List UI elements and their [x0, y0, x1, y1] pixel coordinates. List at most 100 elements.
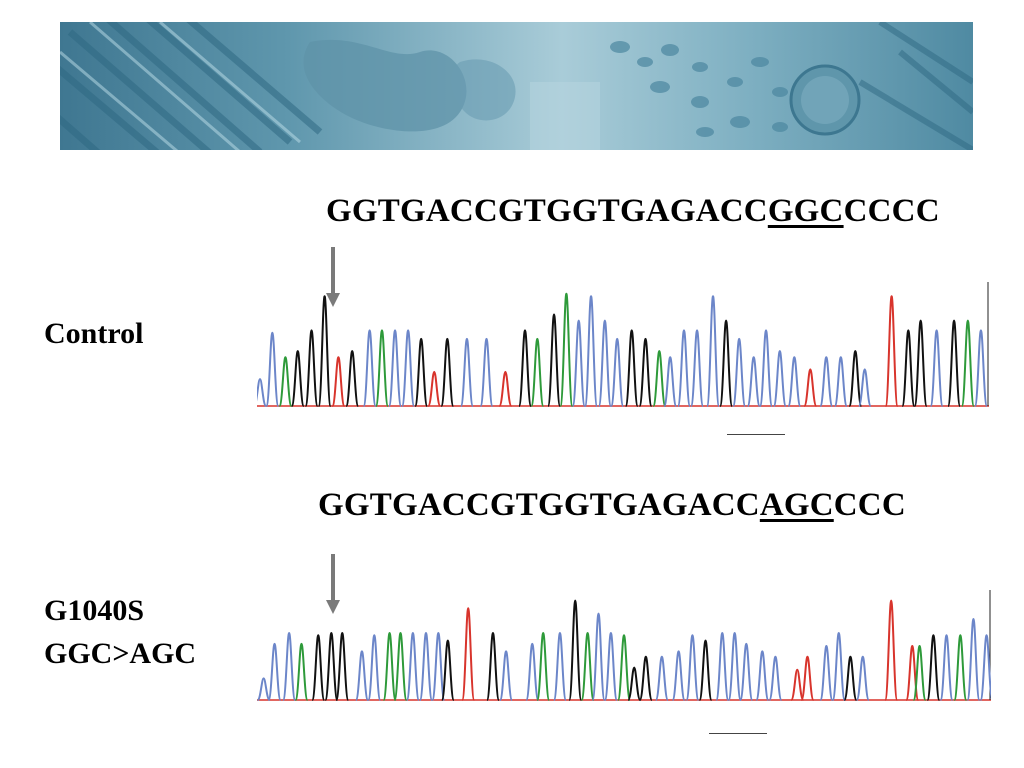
chromatogram-peak [768, 655, 783, 701]
chromatogram-peak [912, 644, 927, 701]
chromatogram-peak [819, 644, 834, 701]
chromatogram-peak [591, 612, 606, 701]
chromatogram-peak [552, 632, 567, 701]
chromatogram-peak [739, 642, 754, 701]
chromatogram-peak [719, 319, 734, 407]
chromatogram-peak [440, 337, 455, 407]
mutant-chromatogram [257, 590, 991, 701]
chromatogram-peak [926, 634, 941, 701]
chromatogram-peak [617, 634, 631, 701]
control-sequence-prefix: GGTGACCGTGGTGAGACC [326, 193, 768, 229]
mutant-sequence: GGTGACCGTGGTGAGACCAGCCCC [318, 487, 906, 524]
control-sequence-suffix: CCCC [843, 193, 940, 229]
chromatogram-peak [913, 319, 928, 407]
chromatogram-peak [584, 295, 599, 407]
chromatogram-peak [479, 337, 494, 407]
chromatogram-peak [393, 632, 408, 701]
control-chromatogram [257, 282, 989, 407]
chromatogram-peak [884, 295, 899, 407]
chromatogram-peak [960, 319, 975, 407]
chromatogram-peak [603, 632, 618, 701]
chromatogram-peak [278, 356, 293, 407]
mutant-sequence-prefix: GGTGACCGTGGTGAGACC [318, 487, 760, 523]
chromatogram-peak [414, 337, 429, 407]
chromatogram-peak [610, 337, 625, 407]
chromatogram-peak [966, 617, 981, 701]
mutation-label: G1040S [44, 594, 145, 627]
codon-marker-line [709, 733, 767, 734]
chromatogram-peak [676, 329, 691, 407]
chromatogram-peak [290, 350, 305, 407]
chromatogram-peak [939, 634, 954, 701]
chromatogram-peak [440, 639, 455, 701]
chromatogram-peak [624, 329, 639, 407]
codon-change-label: GGC>AGC [44, 637, 197, 670]
chromatogram-peak [304, 329, 319, 407]
chromatogram-peak [671, 650, 686, 701]
chromatogram-peak [787, 356, 802, 407]
chromatogram-peak [727, 632, 742, 701]
chromatogram-peak [755, 650, 770, 701]
chromatogram-peak [257, 378, 267, 407]
chromatogram-peak [663, 356, 678, 407]
chromatogram-peak [638, 655, 653, 701]
chromatogram-peak [953, 634, 968, 701]
chromatogram-peak [362, 329, 377, 407]
chromatogram-peak [746, 356, 761, 407]
chromatogram-peak [973, 329, 988, 407]
chromatogram-peak [418, 632, 433, 701]
chromatogram-peak [282, 632, 297, 701]
microscopy-banner-image [60, 22, 973, 150]
chromatogram-peak [525, 642, 540, 701]
chromatogram-peak [324, 632, 339, 701]
chromatogram-peak [267, 642, 282, 701]
chromatogram-peak [979, 634, 991, 701]
chromatogram-peak [294, 642, 309, 701]
chromatogram-peak [803, 368, 818, 407]
chromatogram-peak [431, 632, 446, 701]
chromatogram-peak [331, 356, 346, 407]
chromatogram-peak [568, 599, 583, 701]
chromatogram-peak [311, 634, 326, 701]
chromatogram-peak [638, 337, 653, 407]
control-codon: GGC [767, 193, 844, 229]
chromatogram-peak [427, 370, 442, 407]
chromatogram-peak [706, 295, 721, 407]
chromatogram-peak [405, 632, 420, 701]
chromatogram-peak [715, 632, 730, 701]
chromatogram-peak [759, 329, 774, 407]
chromatogram-peak [800, 655, 815, 701]
chromatogram-peak [833, 356, 848, 407]
chromatogram-peak [843, 655, 858, 701]
chromatogram-peak [884, 599, 899, 701]
chromatogram-peak [559, 292, 574, 407]
chromatogram-peak [499, 650, 514, 701]
chromatogram-peak [461, 607, 476, 701]
mutant-codon: AGC [759, 487, 834, 523]
chromatogram-peak [459, 337, 474, 407]
chromatogram-peak [901, 329, 916, 407]
chromatogram-peak [790, 668, 805, 701]
chromatogram-peak [654, 655, 669, 701]
chromatogram-peak [571, 319, 586, 407]
chromatogram-peak [547, 313, 562, 407]
chromatogram-peak [388, 329, 403, 407]
chromatogram-peak [627, 666, 642, 701]
codon-marker-line [727, 434, 785, 435]
chromatogram-peak [498, 370, 513, 407]
chromatogram-peak [485, 632, 500, 701]
chromatogram-peak [367, 634, 382, 701]
chromatogram-peak [382, 632, 397, 701]
chromatogram-peak [317, 295, 332, 407]
chromatogram-peak [690, 329, 705, 407]
chromatogram-peak [685, 634, 700, 701]
chromatogram-peak [530, 337, 545, 407]
chromatogram-peak [772, 350, 787, 407]
mutant-sequence-suffix: CCC [833, 487, 906, 523]
chromatogram-peak [335, 632, 350, 701]
chromatogram-peak [819, 356, 834, 407]
chromatogram-peak [597, 319, 612, 407]
chromatogram-peak [580, 632, 595, 701]
chromatogram-peak [257, 677, 271, 701]
chromatogram-peak [652, 350, 667, 407]
